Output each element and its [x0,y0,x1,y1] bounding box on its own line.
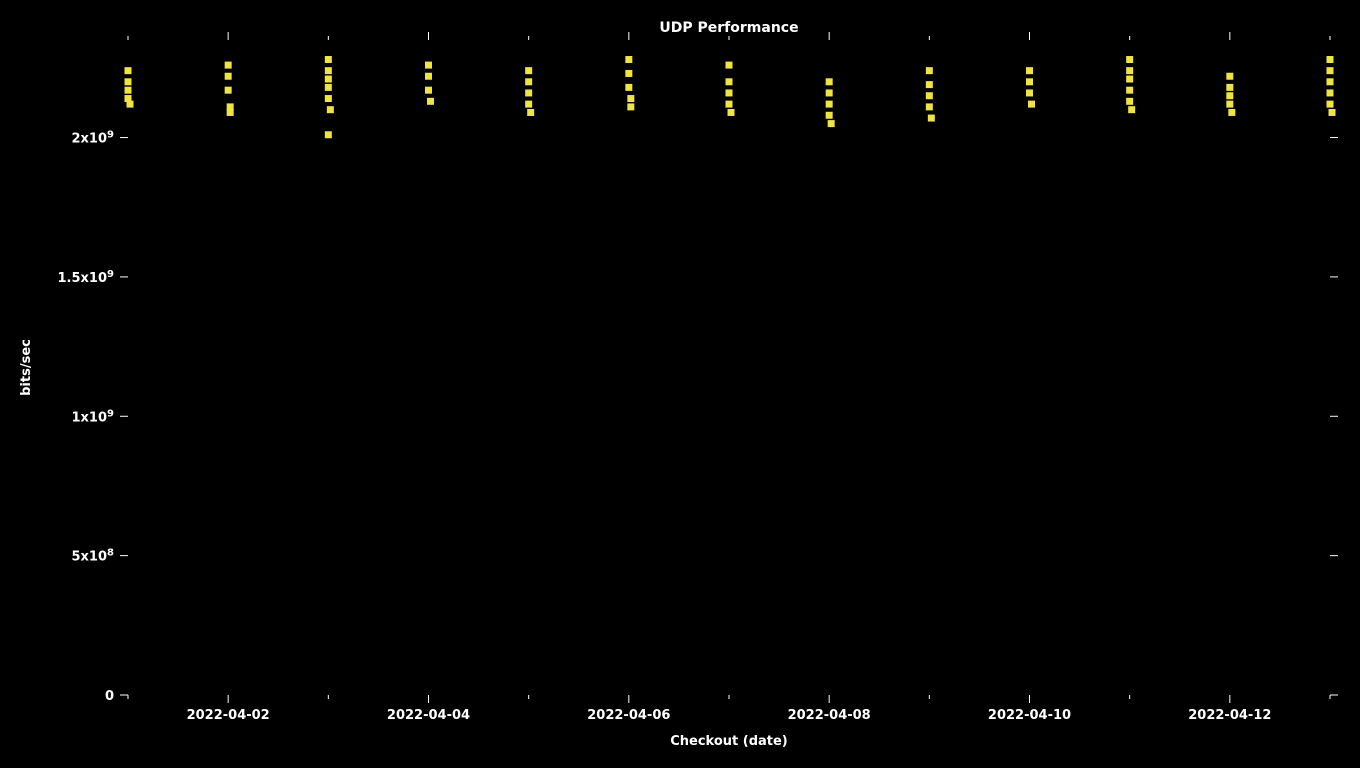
data-point [1126,67,1133,74]
data-point [1026,89,1033,96]
data-point [427,98,434,105]
data-point [325,95,332,102]
data-point [627,103,634,110]
data-point [726,62,733,69]
x-tick-label: 2022-04-12 [1188,708,1271,723]
data-point [525,78,532,85]
data-point [625,56,632,63]
data-point [1327,67,1334,74]
data-point [1126,56,1133,63]
data-point [525,101,532,108]
data-point [227,109,234,116]
data-point [1327,89,1334,96]
data-point [1226,92,1233,99]
udp-performance-chart: UDP Performance05x1081x1091.5x1092x109bi… [0,0,1360,768]
data-point [826,101,833,108]
data-point [726,101,733,108]
data-point [325,131,332,138]
data-point [1126,87,1133,94]
data-point [425,87,432,94]
data-point [926,92,933,99]
data-point [625,84,632,91]
data-point [1128,106,1135,113]
data-point [125,78,132,85]
data-point [826,112,833,119]
data-point [225,73,232,80]
data-point [527,109,534,116]
data-point [1329,109,1336,116]
data-point [1226,84,1233,91]
data-point [926,81,933,88]
x-tick-label: 2022-04-04 [387,708,470,723]
data-point [125,87,132,94]
data-point [125,67,132,74]
data-point [1228,109,1235,116]
data-point [1126,76,1133,83]
data-point [1126,98,1133,105]
data-point [828,120,835,127]
data-point [826,78,833,85]
data-point [1026,67,1033,74]
data-point [1226,73,1233,80]
data-point [127,101,134,108]
data-point [1026,78,1033,85]
y-tick-label: 0 [105,689,114,704]
data-point [726,78,733,85]
data-point [826,89,833,96]
data-point [225,62,232,69]
chart-svg: UDP Performance05x1081x1091.5x1092x109bi… [0,0,1360,768]
data-point [1028,101,1035,108]
data-point [327,106,334,113]
data-point [928,115,935,122]
x-tick-label: 2022-04-06 [587,708,670,723]
data-point [728,109,735,116]
x-tick-label: 2022-04-08 [788,708,871,723]
y-tick-label: 1.5x109 [58,268,115,286]
data-point [625,70,632,77]
data-point [425,73,432,80]
data-point [325,84,332,91]
data-point [325,76,332,83]
data-point [926,103,933,110]
data-point [1226,101,1233,108]
data-point [325,56,332,63]
data-point [926,67,933,74]
data-point [525,89,532,96]
data-point [1327,56,1334,63]
chart-bg [0,0,1360,768]
x-axis-label: Checkout (date) [670,734,788,749]
data-point [525,67,532,74]
data-point [425,62,432,69]
data-point [1327,78,1334,85]
data-point [726,89,733,96]
data-point [325,67,332,74]
data-point [627,95,634,102]
x-tick-label: 2022-04-02 [187,708,270,723]
x-tick-label: 2022-04-10 [988,708,1071,723]
chart-title: UDP Performance [659,20,798,36]
y-axis-label: bits/sec [19,339,34,396]
data-point [225,87,232,94]
data-point [1327,101,1334,108]
